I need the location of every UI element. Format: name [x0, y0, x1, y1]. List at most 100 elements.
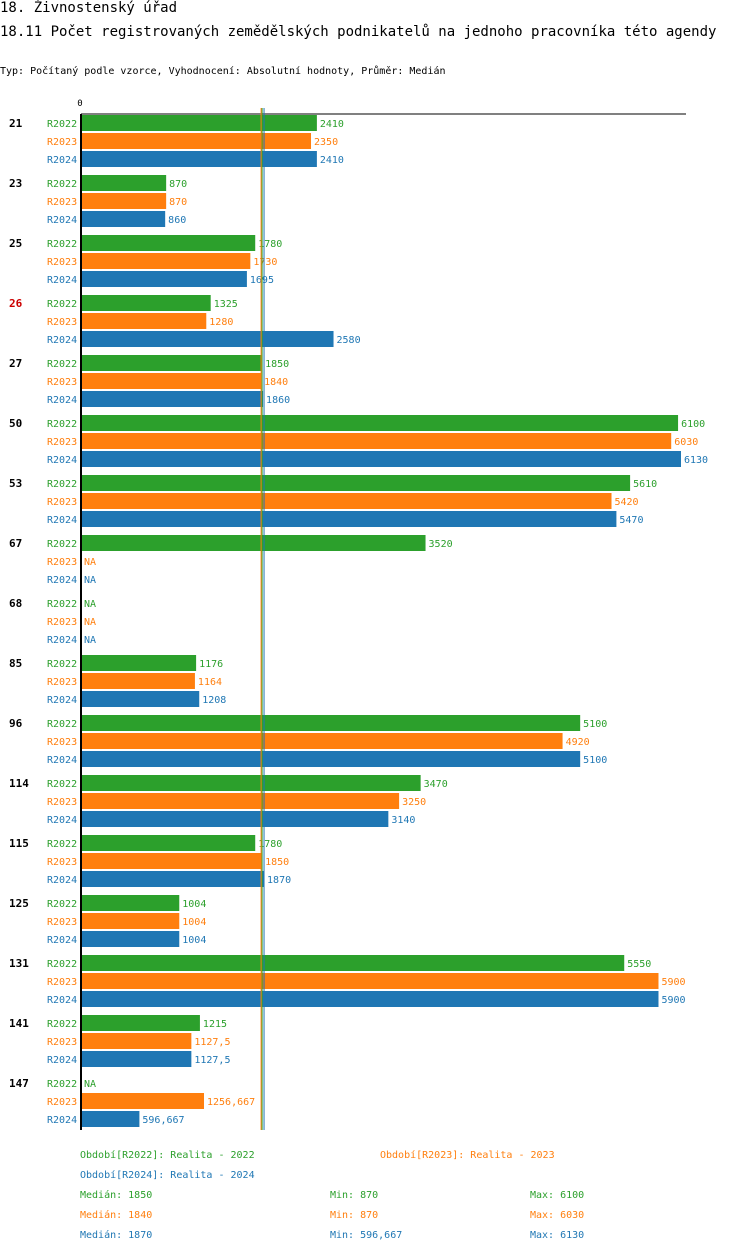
data-label: 870 — [169, 197, 187, 208]
data-label: NA — [84, 557, 96, 568]
data-label: NA — [84, 575, 96, 586]
data-label: 5420 — [615, 497, 639, 508]
data-label: 5550 — [627, 959, 651, 970]
data-label: 2410 — [320, 119, 344, 130]
chart-type-line: Typ: Počítaný podle vzorce, Vyhodnocení:… — [0, 66, 446, 77]
bar — [81, 235, 256, 251]
bar — [81, 673, 195, 689]
category-label: 141 — [9, 1017, 29, 1030]
data-label: NA — [84, 617, 96, 628]
series-label: R2022 — [47, 1079, 77, 1090]
legend-median-r2022: Medián: 1850 — [80, 1190, 153, 1201]
bar — [81, 511, 617, 527]
data-label: 860 — [168, 215, 186, 226]
bar — [81, 751, 581, 767]
data-label: 1004 — [182, 935, 206, 946]
series-label: R2023 — [47, 557, 77, 568]
data-label: 4920 — [566, 737, 590, 748]
series-label: R2022 — [47, 539, 77, 550]
legend-min-r2023: Min: 870 — [330, 1210, 379, 1221]
data-label: 3140 — [391, 815, 415, 826]
series-label: R2024 — [47, 455, 77, 466]
data-label: 1325 — [214, 299, 238, 310]
series-label: R2023 — [47, 917, 77, 928]
legend-min-r2024: Min: 596,667 — [330, 1230, 403, 1241]
category-label: 21 — [9, 117, 23, 130]
category-label: 23 — [9, 177, 22, 190]
series-label: R2023 — [47, 437, 77, 448]
bar — [81, 691, 200, 707]
data-label: 2580 — [337, 335, 361, 346]
bar — [81, 1033, 192, 1049]
series-label: R2024 — [47, 155, 77, 166]
data-label: 2350 — [314, 137, 338, 148]
series-label: R2023 — [47, 257, 77, 268]
data-label: NA — [84, 635, 96, 646]
bar — [81, 373, 262, 389]
bar — [81, 175, 167, 191]
data-label: 5900 — [661, 977, 685, 988]
series-label: R2024 — [47, 1115, 77, 1126]
bar — [81, 151, 317, 167]
series-label: R2022 — [47, 779, 77, 790]
legend-median-r2023: Medián: 1840 — [80, 1210, 153, 1221]
page-title: 18. Živnostenský úřad — [0, 0, 178, 16]
bar — [81, 733, 563, 749]
category-label: 147 — [9, 1077, 29, 1090]
bar-chart: 0 21 R2022 2410 R2023 2350 R2024 2410 23 R2022 870… — [9, 99, 708, 1130]
data-label: 1850 — [265, 857, 289, 868]
legend-median-r2024: Medián: 1870 — [80, 1230, 153, 1241]
series-label: R2023 — [47, 617, 77, 628]
data-label: 1870 — [267, 875, 291, 886]
series-label: R2023 — [47, 857, 77, 868]
bar — [81, 295, 211, 311]
series-label: R2023 — [47, 137, 77, 148]
data-label: 1164 — [198, 677, 222, 688]
bar — [81, 415, 679, 431]
category-label: 114 — [9, 777, 29, 790]
bar — [81, 931, 180, 947]
data-label: 1256,667 — [207, 1097, 255, 1108]
data-label: 3520 — [429, 539, 453, 550]
bar — [81, 871, 265, 887]
series-label: R2024 — [47, 935, 77, 946]
legend-max-r2023: Max: 6030 — [530, 1210, 585, 1221]
data-label: 1127,5 — [194, 1055, 230, 1066]
series-label: R2022 — [47, 479, 77, 490]
data-label: 1004 — [182, 917, 206, 928]
bar — [81, 493, 612, 509]
bar — [81, 715, 581, 731]
category-label: 85 — [9, 657, 22, 670]
legend-max-r2022: Max: 6100 — [530, 1190, 585, 1201]
bar — [81, 655, 197, 671]
series-label: R2023 — [47, 977, 77, 988]
bar — [81, 133, 312, 149]
series-label: R2023 — [47, 317, 77, 328]
data-label: 5100 — [583, 755, 607, 766]
series-label: R2022 — [47, 1019, 77, 1030]
x-axis-zero-label: 0 — [77, 99, 82, 109]
bar — [81, 793, 400, 809]
series-label: R2024 — [47, 335, 77, 346]
bar — [81, 991, 659, 1007]
bar — [81, 1111, 140, 1127]
data-label: 5610 — [633, 479, 657, 490]
data-label: 1780 — [258, 239, 282, 250]
data-label: 5900 — [661, 995, 685, 1006]
data-label: 1280 — [209, 317, 233, 328]
data-label: 1215 — [203, 1019, 227, 1030]
series-label: R2024 — [47, 575, 77, 586]
series-label: R2022 — [47, 419, 77, 430]
bar — [81, 331, 334, 347]
series-label: R2022 — [47, 599, 77, 610]
category-label: 26 — [9, 297, 23, 310]
data-label: 6030 — [674, 437, 698, 448]
data-label: 870 — [169, 179, 187, 190]
bar — [81, 955, 625, 971]
series-label: R2024 — [47, 995, 77, 1006]
series-label: R2022 — [47, 359, 77, 370]
series-label: R2024 — [47, 635, 77, 646]
category-label: 96 — [9, 717, 23, 730]
bar — [81, 355, 263, 371]
data-label: 1730 — [253, 257, 277, 268]
